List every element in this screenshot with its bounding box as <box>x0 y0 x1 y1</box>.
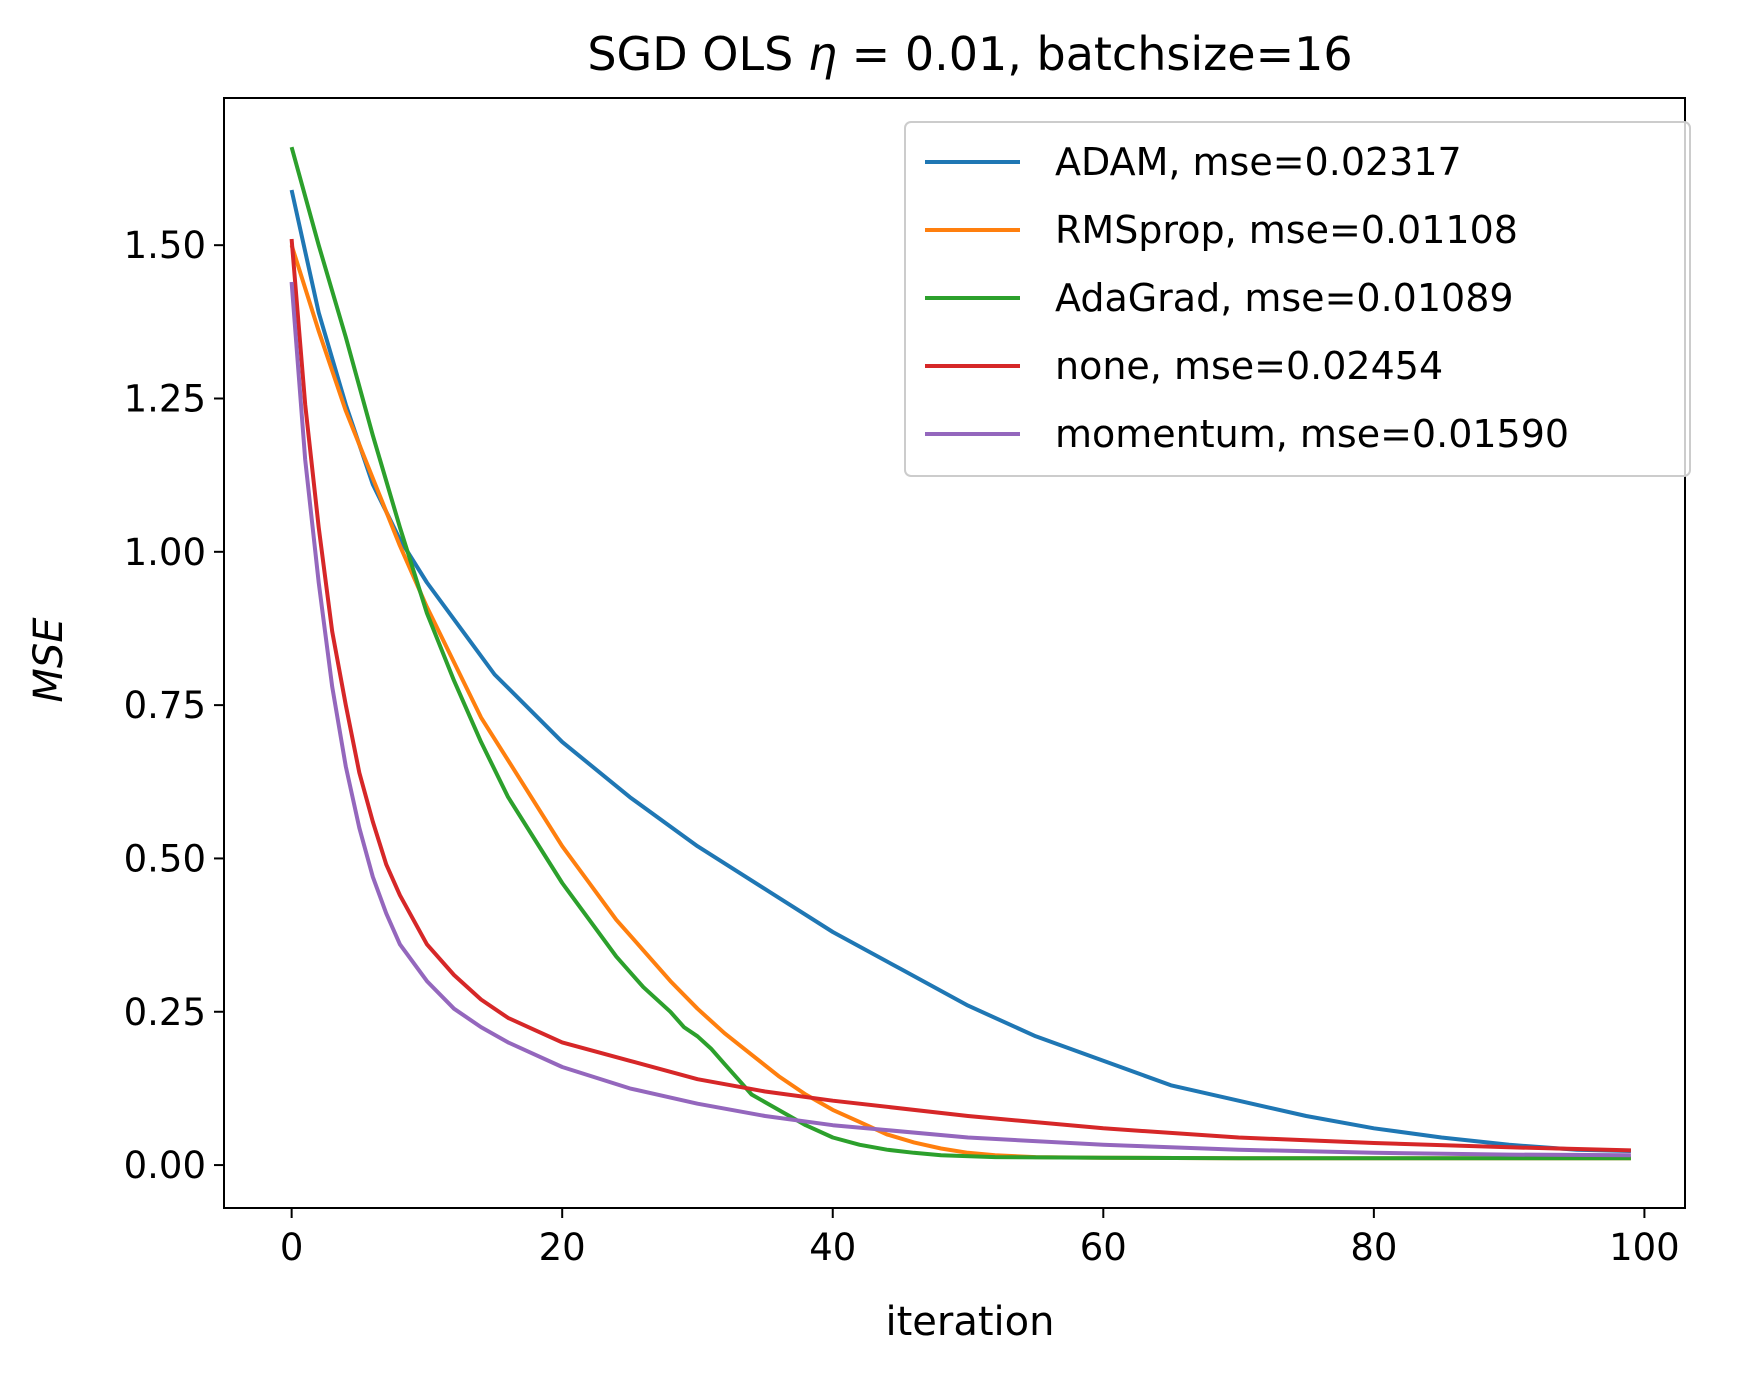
y-tick-label: 0.50 <box>124 837 206 880</box>
legend-entries: ADAM, mse=0.02317 RMSprop, mse=0.01108 Ada… <box>925 140 1569 456</box>
x-tick-label: 0 <box>280 1226 304 1269</box>
x-tick-label: 60 <box>1080 1226 1127 1269</box>
y-tick-label: 1.00 <box>124 531 206 574</box>
legend: ADAM, mse=0.02317 RMSprop, mse=0.01108 Ada… <box>904 121 1691 477</box>
x-tick-label: 40 <box>809 1226 856 1269</box>
y-tick-label: 1.50 <box>124 224 206 267</box>
legend-label-2: AdaGrad, mse=0.01089 <box>1055 276 1514 320</box>
chart-title: SGD OLS η = 0.01, batchsize=16 <box>587 27 1352 81</box>
title-suffix: 0.01, batchsize=16 <box>905 27 1353 81</box>
y-tick-label: 1.25 <box>124 377 206 420</box>
y-axis-ticks: 0.00 0.25 0.50 0.75 1.00 1.25 1.50 <box>124 224 224 1187</box>
x-axis-ticks: 0 20 40 60 80 100 <box>280 1208 1680 1269</box>
series-layer <box>289 146 1631 1161</box>
title-eta: η <box>808 27 837 81</box>
legend-label-1: RMSprop, mse=0.01108 <box>1055 208 1518 252</box>
series-line-2 <box>289 146 1631 1161</box>
x-tick-label: 80 <box>1350 1226 1397 1269</box>
axes-frame <box>223 97 1686 1209</box>
x-tick-label: 20 <box>539 1226 586 1269</box>
title-prefix: SGD OLS <box>587 27 808 81</box>
y-tick-label: 0.00 <box>124 1144 206 1187</box>
y-tick-label: 0.75 <box>124 684 206 727</box>
x-axis-label: iteration <box>886 1299 1055 1345</box>
legend-label-0: ADAM, mse=0.02317 <box>1055 140 1462 184</box>
legend-box <box>904 121 1691 477</box>
legend-label-3: none, mse=0.02454 <box>1055 344 1443 388</box>
plot-area <box>223 97 1686 1209</box>
series-line-4 <box>289 281 1631 1158</box>
y-axis-label: MSE <box>26 617 72 703</box>
series-line-3 <box>289 238 1631 1153</box>
y-tick-label: 0.25 <box>124 991 206 1034</box>
legend-label-4: momentum, mse=0.01590 <box>1055 412 1569 456</box>
title-equals: = <box>837 27 905 81</box>
x-tick-label: 100 <box>1609 1226 1680 1269</box>
